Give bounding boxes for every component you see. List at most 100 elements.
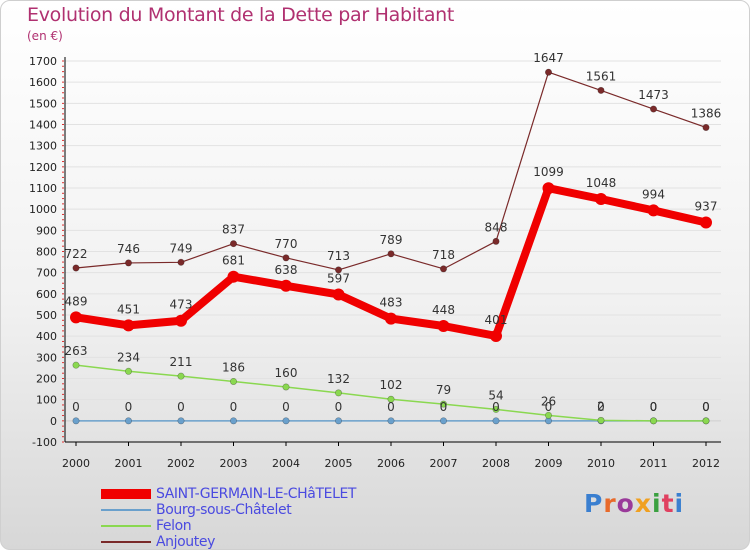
y-tick-label: 900 [36,224,57,237]
data-label: 597 [327,271,350,285]
data-label: 1048 [586,176,617,190]
data-label: 0 [702,400,710,414]
y-tick-label: 1100 [29,182,57,195]
y-tick-label: 400 [36,330,57,343]
data-point [385,312,397,325]
data-label: 489 [65,294,88,308]
y-tick-label: 1500 [29,97,57,110]
data-label: 0 [440,400,448,414]
data-label: 211 [170,355,193,369]
data-label: 263 [65,344,88,358]
data-label: 448 [432,303,455,317]
data-point [439,400,447,408]
y-tick-label: -100 [32,436,57,449]
legend-item: Anjoutey [101,534,421,550]
data-point [702,417,710,425]
data-label: 0 [125,400,133,414]
data-point [490,329,502,342]
data-point [230,417,238,425]
data-label: 638 [275,263,298,277]
data-point [387,395,395,403]
legend-item: Felon [101,518,421,535]
legend-label: Anjoutey [156,534,215,550]
data-label: 451 [117,302,140,316]
data-point [282,383,290,391]
data-point [122,319,135,332]
data-point [125,367,133,375]
x-tick-label: 2012 [692,457,720,470]
data-label: 79 [436,383,451,397]
y-tick-label: 1000 [29,203,57,216]
proxiti-logo: Proxiti [584,489,684,518]
data-label: 0 [72,400,80,414]
chart-unit: (en €) [27,29,63,43]
x-tick-label: 2005 [325,457,353,470]
x-tick-label: 2003 [220,457,248,470]
data-point [72,417,80,425]
data-label: 1647 [533,51,564,65]
y-tick-label: 200 [36,373,57,386]
data-point [72,264,80,272]
data-label: 681 [222,254,245,268]
data-point [227,270,240,283]
data-point [700,216,712,229]
legend-label: Felon [156,518,192,534]
data-label: 26 [541,394,556,408]
data-point [387,417,395,425]
data-point [280,279,292,292]
data-point [175,314,187,327]
x-tick-label: 2009 [535,457,563,470]
data-point [649,105,657,113]
data-point [125,417,133,425]
data-label: 1561 [586,69,617,83]
data-label: 0 [177,400,185,414]
data-label: 0 [282,400,290,414]
data-point [439,417,447,425]
data-point [70,311,82,324]
logo-letter: r [603,489,617,518]
logo-letter: i [674,489,685,518]
data-point [439,265,447,273]
data-label: 1473 [638,88,669,102]
data-label: 749 [170,241,193,255]
data-point [230,377,238,385]
logo-letter: x [634,489,652,518]
x-tick-label: 2000 [62,457,90,470]
data-label: 770 [275,237,298,251]
data-point [177,372,185,380]
data-label: 0 [492,400,500,414]
data-label: 837 [222,223,245,237]
data-label: 937 [695,200,718,214]
data-label: 1386 [691,106,722,120]
y-tick-label: 1600 [29,76,57,89]
data-label: 1099 [533,165,564,179]
data-label: 0 [650,400,658,414]
legend-label: SAINT-GERMAIN-LE-CHâTELET [156,486,357,502]
data-point [334,417,342,425]
data-label: 994 [642,187,665,201]
y-tick-label: 1300 [29,140,57,153]
legend-item: SAINT-GERMAIN-LE-CHâTELET [101,486,421,503]
data-point [492,405,500,413]
data-label: 713 [327,249,350,263]
x-tick-label: 2008 [482,457,510,470]
x-tick-label: 2006 [377,457,405,470]
x-tick-label: 2011 [640,457,668,470]
data-label: 186 [222,360,245,374]
y-tick-label: 100 [36,394,57,407]
logo-letter: o [616,489,635,518]
data-point [597,416,605,424]
legend-swatch [101,525,151,527]
data-point [544,411,552,419]
legend-swatch [101,541,151,543]
data-label: 102 [380,378,403,392]
data-point [492,417,500,425]
legend-label: Bourg-sous-Châtelet [156,502,292,518]
data-label: 401 [485,313,508,327]
data-point [542,182,555,195]
data-label: 746 [117,242,140,256]
data-label: 0 [335,400,343,414]
data-point [492,237,500,245]
